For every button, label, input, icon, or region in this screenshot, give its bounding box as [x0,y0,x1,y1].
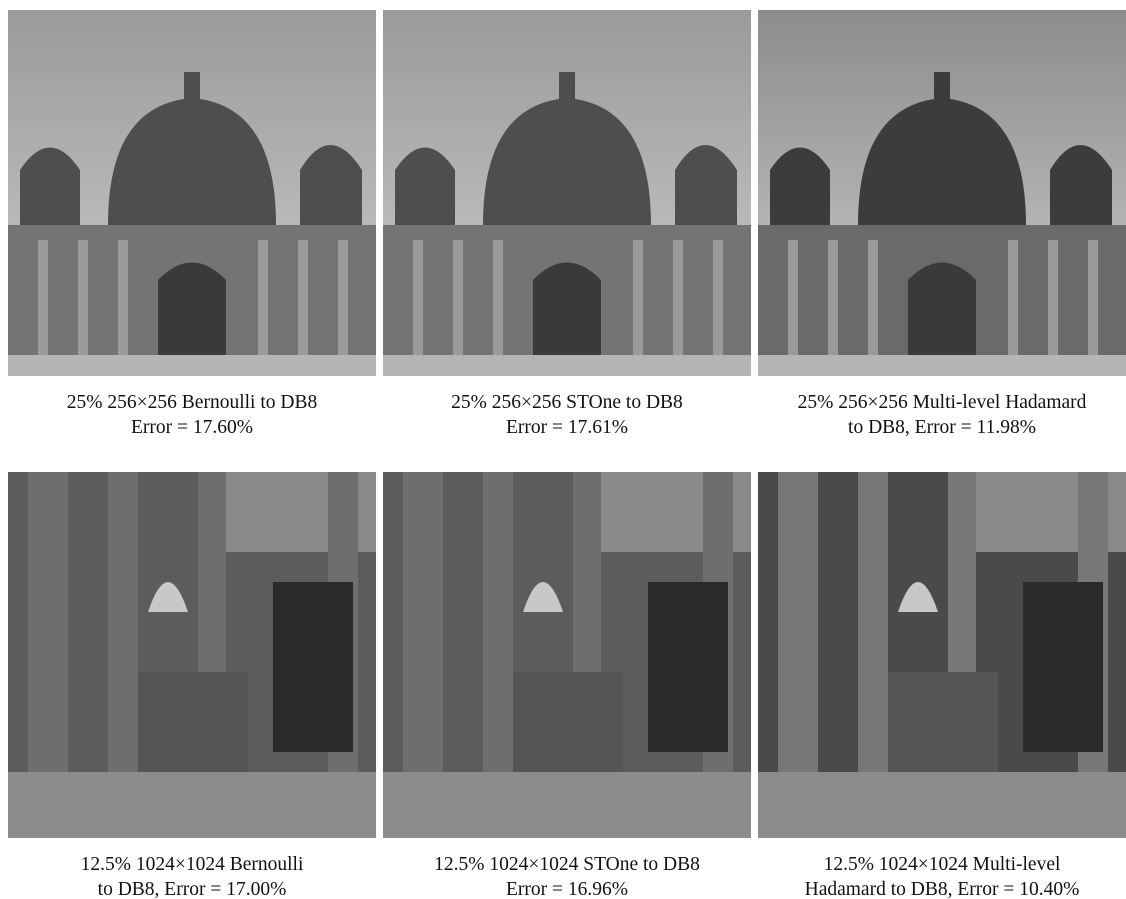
column [1088,240,1098,355]
lantern [559,72,575,102]
right-tower [1050,145,1112,235]
column [778,472,818,772]
caption: 25% 256×256 Bernoulli to DB8 Error = 17.6… [8,390,376,440]
arch [533,262,601,355]
left-tower [395,147,455,235]
left-tower [770,147,830,235]
reconstruction-image [758,10,1126,376]
caption-line: 25% 256×256 Bernoulli to DB8 [66,392,318,413]
caption: 12.5% 1024×1024 Multi-level Hadamard to D… [758,852,1126,899]
caption-line: 25% 256×256 STOne to DB8 [451,392,683,413]
caption: 25% 256×256 Multi-level Hadamard to DB8, … [758,390,1126,440]
doorway [273,582,353,752]
figure-panel: 12.5% 1024×1024 Multi-level Hadamard to D… [758,472,1126,899]
caption-line: Error = 17.60% [130,417,253,438]
reconstruction-image [8,472,376,838]
caption-line: Error = 17.61% [505,417,628,438]
ground [758,772,1126,838]
lantern [184,72,200,102]
dome [858,98,1026,225]
column [788,240,798,355]
figure-panel: 25% 256×256 Multi-level Hadamard to DB8, … [758,10,1126,440]
caption-line: Hadamard to DB8, Error = 10.40% [804,879,1080,899]
column [633,240,643,355]
doorway [1023,582,1103,752]
statue [523,582,563,612]
column [338,240,348,355]
figure-panel: 12.5% 1024×1024 Bernoulli to DB8, Error =… [8,472,376,899]
column [258,240,268,355]
ground [8,772,376,838]
column [118,240,128,355]
caption: 25% 256×256 STOne to DB8 Error = 17.61% [383,390,751,440]
ground [383,355,751,376]
figure-panel: 25% 256×256 Bernoulli to DB8 Error = 17.6… [8,10,376,440]
column [483,472,513,772]
column [453,240,463,355]
column [403,472,443,772]
column [493,240,503,355]
right-tower [675,145,737,235]
column [858,472,888,772]
caption-line: 12.5% 1024×1024 Bernoulli [80,854,304,875]
caption-line: 12.5% 1024×1024 STOne to DB8 [434,854,700,875]
column [28,472,68,772]
pedestal [513,672,623,772]
caption-line: Error = 16.96% [505,879,628,899]
ground [758,355,1126,376]
column [1008,240,1018,355]
lantern [934,72,950,102]
reconstruction-image [383,472,751,838]
column [713,240,723,355]
arch [908,262,976,355]
doorway [648,582,728,752]
caption: 12.5% 1024×1024 Bernoulli to DB8, Error =… [8,852,376,899]
caption-line: 12.5% 1024×1024 Multi-level [823,854,1061,875]
column [298,240,308,355]
figure-panel: 12.5% 1024×1024 STOne to DB8 Error = 16.9… [383,472,751,899]
arch [158,262,226,355]
statue [148,582,188,612]
dome [483,98,651,225]
ground [8,355,376,376]
caption: 12.5% 1024×1024 STOne to DB8 Error = 16.9… [383,852,751,899]
figure-panel: 25% 256×256 STOne to DB8 Error = 17.61% [383,10,751,440]
ground [383,772,751,838]
pedestal [888,672,998,772]
right-tower [300,145,362,235]
column [38,240,48,355]
pedestal [138,672,248,772]
column [868,240,878,355]
column [828,240,838,355]
reconstruction-image [8,10,376,376]
reconstruction-image [758,472,1126,838]
dome [108,98,276,225]
column [413,240,423,355]
column [78,240,88,355]
column [108,472,138,772]
caption-line: 25% 256×256 Multi-level Hadamard [797,392,1087,413]
statue [898,582,938,612]
left-tower [20,147,80,235]
reconstruction-image [383,10,751,376]
column [673,240,683,355]
caption-line: to DB8, Error = 17.00% [97,879,287,899]
caption-line: to DB8, Error = 11.98% [848,417,1036,438]
column [1048,240,1058,355]
